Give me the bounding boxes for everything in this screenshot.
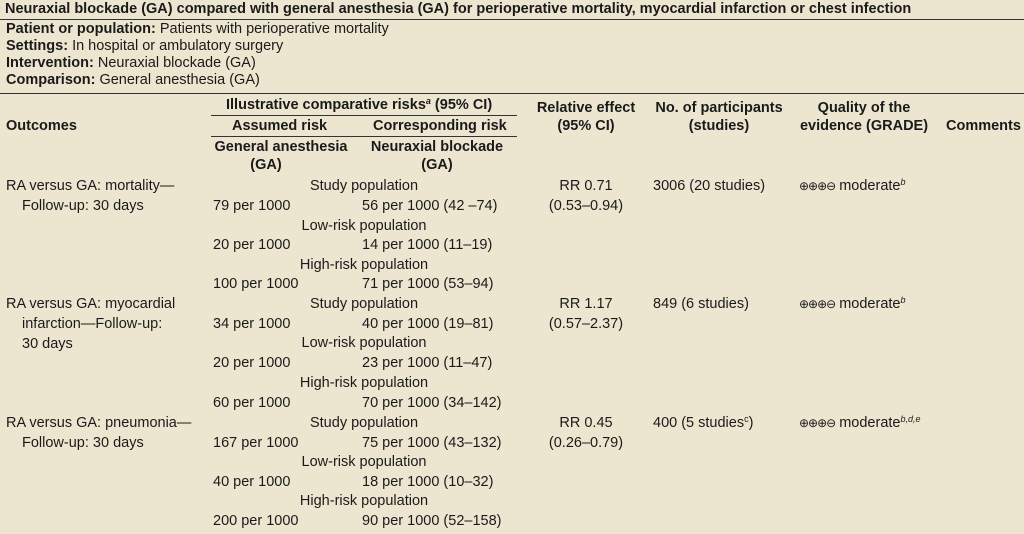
- corresponding-risk: 14 per 1000 (11–19): [362, 237, 493, 253]
- meta-intervention: Intervention: Neuraxial blockade (GA): [6, 55, 256, 71]
- header-comments: Comments: [946, 118, 1021, 134]
- header-corresponding: Corresponding risk: [373, 118, 507, 134]
- group-label: Low-risk population: [301, 454, 427, 470]
- grade-icon: ⊕⊕⊕⊖: [799, 179, 836, 193]
- header-outcomes: Outcomes: [6, 118, 77, 134]
- row-outcome-line: Follow-up: 30 days: [22, 198, 144, 214]
- quality-evidence: ⊕⊕⊕⊖ moderateb: [799, 177, 906, 195]
- participants: 849 (6 studies): [653, 296, 749, 312]
- relative-effect: RR 1.17: [559, 296, 613, 312]
- relative-effect: RR 0.71: [559, 178, 613, 194]
- header-relative-2: (95% CI): [557, 118, 615, 134]
- assumed-risk: 167 per 1000: [213, 435, 299, 451]
- corresponding-risk: 56 per 1000 (42 –74): [362, 198, 498, 214]
- group-label: High-risk population: [299, 257, 429, 273]
- header-assumed-sub1: General anesthesia: [214, 139, 348, 155]
- row-outcome-line: RA versus GA: mortality—: [6, 178, 175, 194]
- group-label: Study population: [309, 178, 419, 194]
- row-outcome-line: 30 days: [22, 336, 73, 352]
- header-quality-1: Quality of the: [817, 100, 911, 116]
- header-illustrative: Illustrative comparative risksa (95% CI): [226, 96, 493, 114]
- assumed-risk: 60 per 1000: [213, 395, 291, 411]
- row-outcome-line: Follow-up: 30 days: [22, 435, 144, 451]
- participants: 400 (5 studiesc): [653, 414, 754, 432]
- corresponding-risk: 18 per 1000 (10–32): [362, 474, 494, 490]
- corresponding-risk: 40 per 1000 (19–81): [362, 316, 494, 332]
- quality-evidence: ⊕⊕⊕⊖ moderateb: [799, 295, 906, 313]
- row-outcome-line: infarction—Follow-up:: [22, 316, 163, 332]
- header-relative-1: Relative effect: [536, 100, 636, 116]
- header-sub-rule: [211, 115, 517, 116]
- row-outcome-line: RA versus GA: pneumonia—: [6, 415, 192, 431]
- table-title: Neuraxial blockade (GA) compared with ge…: [0, 0, 1024, 20]
- corresponding-risk: 75 per 1000 (43–132): [362, 435, 502, 451]
- header-assumed: Assumed risk: [232, 118, 328, 134]
- row-outcome-line: RA versus GA: myocardial: [6, 296, 176, 312]
- group-label: Low-risk population: [301, 335, 427, 351]
- relative-effect-ci: (0.26–0.79): [548, 435, 624, 451]
- assumed-risk: 40 per 1000: [213, 474, 291, 490]
- grade-icon: ⊕⊕⊕⊖: [799, 297, 836, 311]
- relative-effect: RR 0.45: [559, 415, 613, 431]
- assumed-risk: 34 per 1000: [213, 316, 291, 332]
- grade-icon: ⊕⊕⊕⊖: [799, 416, 836, 430]
- group-label: High-risk population: [299, 375, 429, 391]
- group-label: Study population: [309, 415, 419, 431]
- group-label: Study population: [309, 296, 419, 312]
- corresponding-risk: 70 per 1000 (34–142): [362, 395, 502, 411]
- header-participants-2: (studies): [688, 118, 750, 134]
- assumed-risk: 20 per 1000: [213, 237, 291, 253]
- assumed-risk: 200 per 1000: [213, 513, 299, 529]
- corresponding-risk: 23 per 1000 (11–47): [362, 355, 493, 371]
- assumed-risk: 20 per 1000: [213, 355, 291, 371]
- participants: 3006 (20 studies): [653, 178, 766, 194]
- relative-effect-ci: (0.53–0.94): [548, 198, 624, 214]
- header-assumed-sub2: (GA): [250, 157, 282, 173]
- header-top-rule: [0, 93, 1024, 94]
- assumed-risk: 79 per 1000: [213, 198, 291, 214]
- quality-evidence: ⊕⊕⊕⊖ moderateb,d,e: [799, 414, 921, 432]
- meta-patient: Patient or population: Patients with per…: [6, 21, 389, 37]
- header-quality-2: evidence (GRADE): [799, 118, 929, 134]
- meta-settings: Settings: In hospital or ambulatory surg…: [6, 38, 284, 54]
- corresponding-risk: 90 per 1000 (52–158): [362, 513, 502, 529]
- corresponding-risk: 71 per 1000 (53–94): [362, 276, 494, 292]
- assumed-risk: 100 per 1000: [213, 276, 299, 292]
- group-label: Low-risk population: [301, 218, 427, 234]
- header-sub-rule-2: [211, 136, 517, 137]
- header-participants-1: No. of participants: [655, 100, 783, 116]
- relative-effect-ci: (0.57–2.37): [548, 316, 624, 332]
- group-label: High-risk population: [299, 493, 429, 509]
- header-corr-sub2: (GA): [421, 157, 453, 173]
- header-corr-sub1: Neuraxial blockade: [370, 139, 504, 155]
- meta-comparison: Comparison: General anesthesia (GA): [6, 72, 260, 88]
